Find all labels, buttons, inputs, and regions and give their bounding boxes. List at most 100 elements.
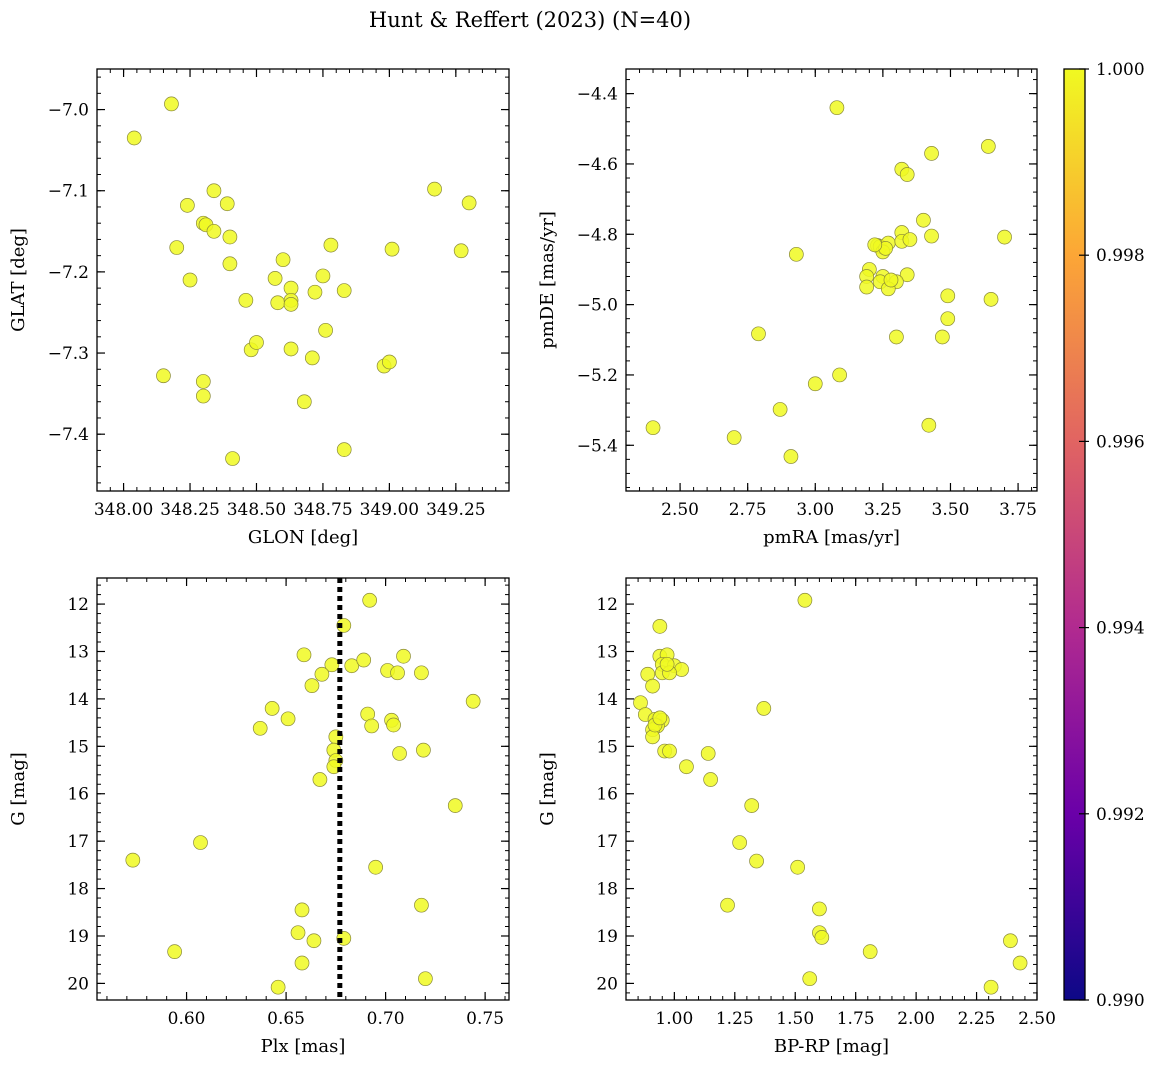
data-point [1012,955,1028,971]
colorbar-tick-label: 0.994 [1096,619,1145,639]
data-point [164,96,179,112]
y-axis-label: GLAT [deg] [8,228,29,332]
x-tick-label: 348.25 [160,500,219,520]
y-tick-label: 17 [67,832,89,852]
y-axis-label: G [mag] [537,752,558,825]
x-axis-label: GLON [deg] [248,527,358,548]
x-axis-label: BP-RP [mag] [774,1036,889,1057]
y-axis-label: pmDE [mas/yr] [537,211,558,349]
x-tick-label: 3.25 [864,500,902,520]
y-axis-label: G [mag] [8,752,29,825]
data-point [427,181,442,197]
x-tick-label: 348.50 [227,500,286,520]
y-tick-label: −5.4 [577,436,618,456]
data-point [703,772,718,787]
plot-frame [96,68,510,492]
data-point [283,296,299,312]
data-point [290,925,306,941]
data-point [899,167,915,182]
data-point [193,835,208,850]
panel-spatial: 348.00 348.25 348.50 348.75 349.00 349.25 −7.0… [8,68,510,548]
data-point [252,720,268,736]
y-tick-label: 17 [596,832,618,852]
data-point [222,229,238,245]
data-point [392,746,407,761]
colorbar-tick-label: 0.996 [1096,432,1145,452]
data-point [222,256,238,272]
x-tick-label: 0.60 [168,1009,206,1029]
panel-proper-motion: 2.50 2.75 3.00 3.25 3.50 3.75 −4.4 −4.6 −4.8 −5.0… [537,68,1038,548]
data-point [461,195,477,211]
data-point [726,430,742,445]
colorbar-tick-label: 0.990 [1096,991,1145,1011]
data-point [296,394,312,410]
data-point [732,835,747,850]
data-point [264,701,280,716]
data-point [832,367,847,383]
x-tick-label: 349.00 [360,500,419,520]
x-tick-label: 2.75 [729,500,767,520]
scatter-points [633,592,1028,995]
data-point [324,657,340,673]
data-point [829,100,845,116]
x-tick-label: 0.65 [267,1009,305,1029]
panel-color-magnitude: 1.00 1.25 1.50 1.75 2.00 2.25 2.50 12 13 14 15 16 17… [537,577,1056,1057]
x-tick-label: 2.25 [958,1009,996,1029]
x-tick-label: 349.25 [426,500,485,520]
data-point [940,288,956,304]
data-point [980,139,996,154]
data-point [788,246,804,262]
data-point [304,678,320,693]
data-point [883,272,899,288]
y-tick-label: 12 [67,595,89,615]
data-point [126,130,142,146]
y-tick-label: 15 [67,737,89,757]
data-point [270,295,286,311]
data-point [1003,933,1018,949]
data-point [751,326,766,342]
data-point [304,350,320,366]
y-tick-label: 14 [596,690,618,710]
data-point [169,240,185,255]
y-tick-label: −4.6 [577,155,618,175]
data-point [336,283,352,298]
x-axis-label: Plx [mas] [261,1036,346,1057]
data-point [386,717,401,733]
x-tick-label: 348.00 [94,500,153,520]
data-point [924,146,939,161]
colorbar-tick-label: 1.000 [1096,60,1145,80]
data-point [797,592,813,608]
y-tick-label: 19 [596,927,618,947]
data-point [249,335,264,350]
data-point [862,944,878,959]
data-point [859,279,875,295]
data-point [465,693,481,709]
x-tick-label: 2.50 [1018,1009,1056,1029]
data-point [238,292,254,308]
data-point [652,619,668,634]
data-point [180,197,195,213]
data-point [307,284,323,300]
y-tick-label: 13 [67,642,89,662]
data-point [645,729,660,745]
data-point [814,930,830,945]
y-tick-label: −5.2 [577,366,618,386]
data-point [356,652,372,668]
data-point [225,451,240,466]
x-tick-label: 1.00 [655,1009,693,1029]
data-point [195,388,211,404]
data-point [323,237,339,253]
colorbar-tick-label: 0.992 [1096,805,1145,825]
data-point [306,933,322,949]
data-point [453,243,469,259]
y-tick-label: −4.4 [577,85,618,105]
data-point [219,196,235,212]
data-point [414,897,429,913]
x-axis-label: pmRA [mas/yr] [763,527,900,548]
y-tick-label: 20 [67,974,89,994]
data-point [362,592,378,608]
y-tick-label: −7.0 [48,101,89,121]
data-point [783,449,799,464]
data-point [206,223,222,239]
